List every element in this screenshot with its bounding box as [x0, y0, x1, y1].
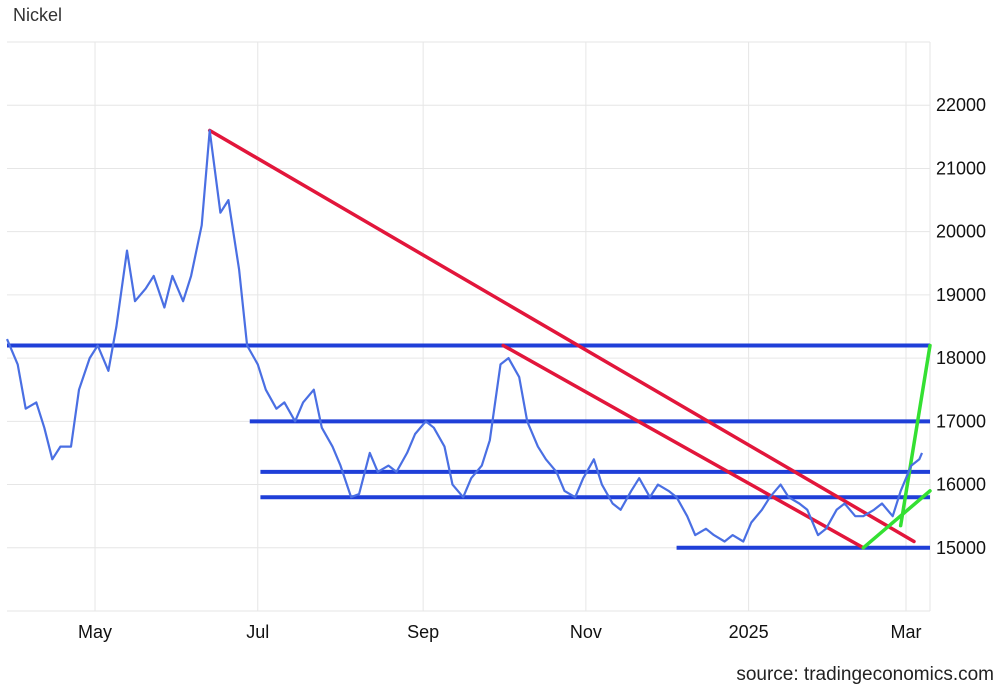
x-tick-label: Jul — [246, 622, 269, 642]
price-series — [5, 129, 924, 543]
uptrend-line — [898, 343, 932, 528]
x-tick-label: Nov — [570, 622, 602, 642]
x-tick-label: 2025 — [729, 622, 769, 642]
y-tick-label: 19000 — [936, 285, 986, 305]
y-tick-label: 17000 — [936, 411, 986, 431]
y-tick-label: 16000 — [936, 475, 986, 495]
x-tick-label: Sep — [407, 622, 439, 642]
x-tick-label: Mar — [890, 622, 921, 642]
y-tick-label: 21000 — [936, 158, 986, 178]
downtrend-line — [207, 128, 916, 544]
nickel-price-line — [5, 129, 924, 543]
chart-title: Nickel — [13, 5, 63, 25]
y-axis-ticks: 15000 16000 17000 18000 19000 20000 21000 22000 — [936, 95, 986, 558]
annotation-lines — [7, 128, 932, 550]
source-credit: source: tradingeconomics.com — [736, 664, 994, 685]
y-tick-label: 20000 — [936, 222, 986, 242]
y-tick-label: 15000 — [936, 538, 986, 558]
chart-grid — [7, 41, 931, 612]
x-tick-label: May — [78, 622, 112, 642]
downtrend-line — [501, 343, 866, 550]
x-axis-ticks: May Jul Sep Nov 2025 Mar — [78, 622, 921, 642]
uptrend-line — [861, 489, 932, 550]
y-tick-label: 22000 — [936, 95, 986, 115]
y-tick-label: 18000 — [936, 348, 986, 368]
